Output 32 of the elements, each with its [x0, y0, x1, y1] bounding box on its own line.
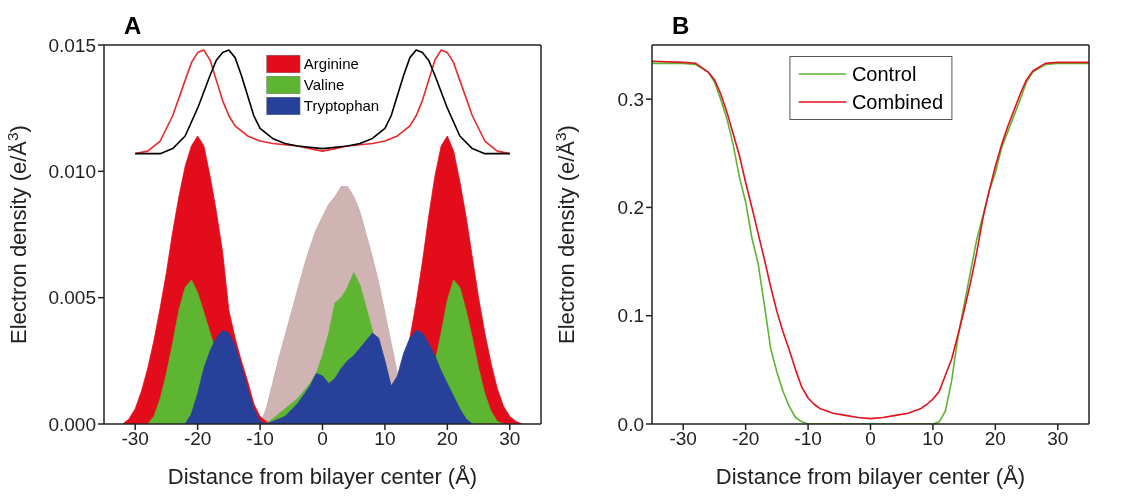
legend-label: Arginine — [303, 54, 359, 74]
y-tick-label: 0.015 — [48, 34, 96, 56]
y-tick-label: 0.005 — [48, 287, 96, 309]
y-tick-label: 0.000 — [48, 413, 96, 435]
legend-label: Valine — [303, 75, 345, 95]
x-tick-label: 30 — [1047, 428, 1069, 450]
legend-label: Tryptophan — [303, 96, 380, 116]
legend-label: Control — [851, 62, 917, 87]
chart-title: A — [124, 12, 142, 40]
x-tick-label: 0 — [317, 428, 328, 450]
x-tick-label: -20 — [183, 428, 212, 450]
x-tick-label: 10 — [374, 428, 396, 450]
y-tick-label: 0.1 — [617, 305, 644, 327]
y-tick-label: 0.0 — [617, 413, 644, 435]
y-tick-label: 0.010 — [48, 161, 96, 183]
x-tick-label: 20 — [436, 428, 458, 450]
legend-label: Combined — [851, 90, 944, 115]
x-tick-label: 0 — [865, 428, 876, 450]
x-tick-label: 20 — [984, 428, 1006, 450]
x-axis-title: Distance from bilayer center (Å) — [715, 464, 1026, 489]
y-tick-label: 0.3 — [617, 88, 644, 110]
chart-title: B — [672, 12, 690, 40]
x-tick-label: -30 — [669, 428, 697, 450]
line-series — [134, 49, 511, 155]
x-tick-label: -30 — [121, 428, 149, 450]
x-tick-label: 30 — [499, 428, 521, 450]
x-tick-label: -20 — [731, 428, 760, 450]
x-tick-label: -10 — [246, 428, 274, 450]
x-tick-label: -10 — [794, 428, 822, 450]
y-tick-label: 0.2 — [617, 197, 644, 219]
x-axis-title: Distance from bilayer center (Å) — [167, 464, 478, 489]
x-tick-label: 10 — [922, 428, 944, 450]
